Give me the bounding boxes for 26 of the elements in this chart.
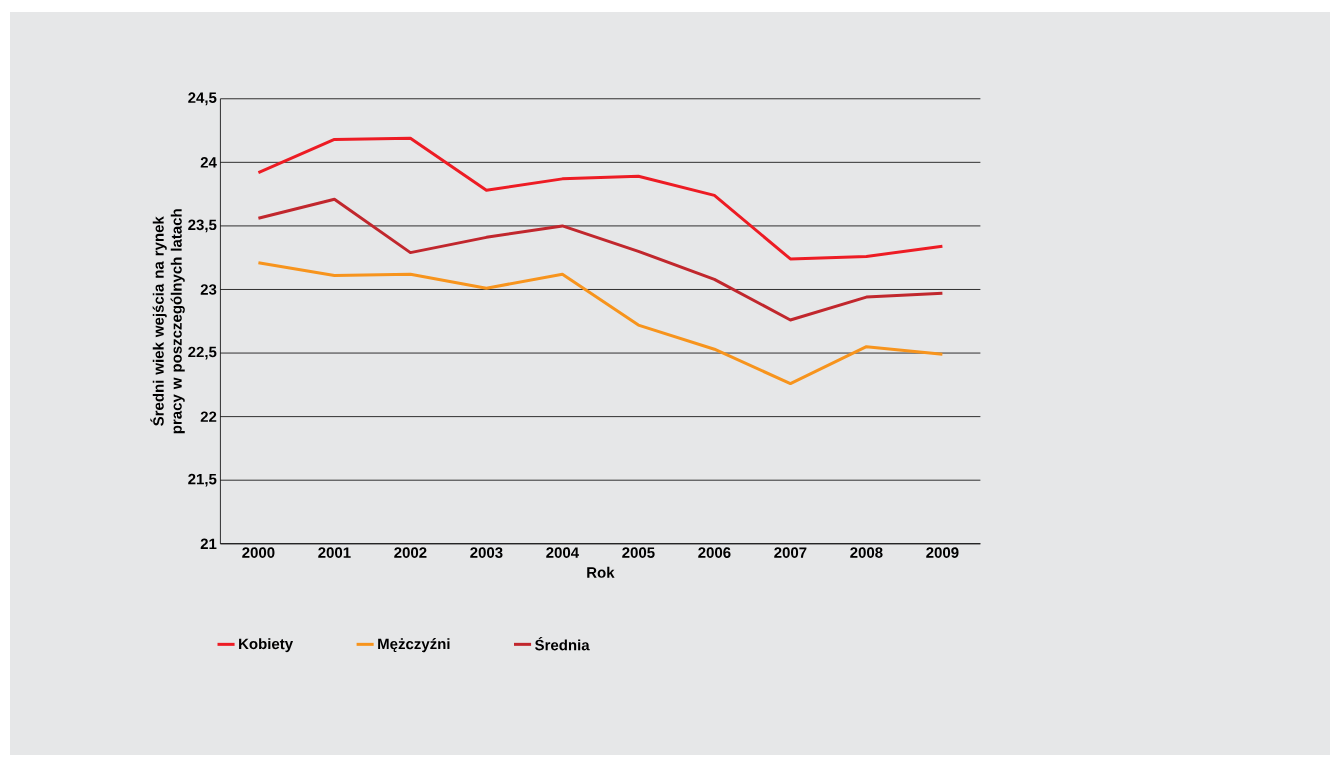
line-series	[256, 261, 944, 386]
x-tick-label: 2000	[242, 547, 275, 558]
y-tick-label: 21,5	[188, 473, 217, 487]
x-tick-label: 2001	[318, 547, 351, 558]
x-tick-label: 2002	[394, 547, 427, 558]
line-series	[256, 136, 944, 261]
y-axis-title: Średni wiek wejścia na rynek pracy w poszczególnych latach	[150, 209, 185, 434]
x-tick-label: 2008	[850, 547, 883, 558]
legend-label: Mężczyźni	[378, 638, 450, 653]
y-tick-label: 24	[200, 157, 217, 168]
x-tick-label: 2009	[926, 547, 959, 558]
y-tick-label: 23,5	[188, 219, 217, 233]
legend-label: Średnia	[535, 636, 590, 651]
x-tick-label: 2006	[698, 547, 731, 558]
x-tick-label: 2003	[470, 547, 503, 558]
y-tick-label: 22,5	[188, 346, 217, 360]
legend-label: Kobiety	[239, 638, 294, 653]
y-tick-label: 21	[200, 538, 217, 549]
x-axis-title: Rok	[587, 566, 615, 578]
y-tick-label: 24,5	[188, 92, 217, 106]
y-tick-label: 23	[200, 284, 217, 295]
x-tick-label: 2004	[546, 547, 580, 558]
x-tick-label: 2005	[622, 547, 655, 558]
y-tick-label: 22	[200, 411, 217, 422]
x-tick-label: 2007	[774, 547, 807, 558]
line-series	[256, 197, 944, 322]
